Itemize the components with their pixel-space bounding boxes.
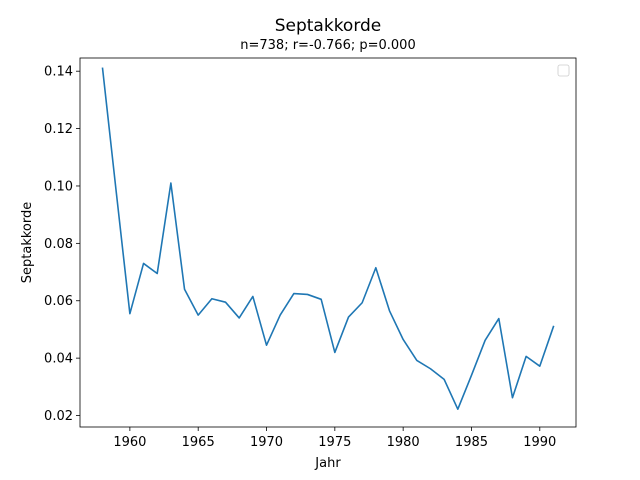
y-axis-label: Septakkorde	[20, 202, 35, 283]
y-tick-label: 0.06	[44, 294, 73, 309]
x-axis-label: Jahr	[314, 456, 341, 471]
plot-frame	[79, 57, 577, 428]
x-tick-label: 1980	[387, 435, 420, 450]
x-tick-label: 1965	[182, 435, 215, 450]
series-line	[101, 67, 555, 411]
y-tick-label: 0.10	[44, 179, 73, 194]
y-tick-label: 0.14	[44, 65, 73, 80]
chart-title: Septakkorde	[275, 16, 382, 36]
y-tick-label: 0.04	[44, 352, 73, 367]
x-tick-label: 1990	[523, 435, 556, 450]
legend-box	[557, 64, 570, 77]
x-tick-label: 1970	[250, 435, 283, 450]
y-tick-label: 0.08	[44, 237, 73, 252]
x-axis: 1960 1965 1970 1975 1980 1985 1990	[113, 427, 556, 450]
x-tick-label: 1985	[455, 435, 488, 450]
y-tick-label: 0.12	[44, 122, 73, 137]
series-layer	[101, 67, 555, 411]
x-tick-label: 1975	[318, 435, 351, 450]
x-tick-label: 1960	[113, 435, 146, 450]
y-tick-label: 0.02	[44, 409, 73, 424]
plot-area	[80, 58, 576, 427]
chart-subtitle: n=738; r=-0.766; p=0.000	[240, 38, 415, 53]
y-axis: 0.02 0.04 0.06 0.08 0.10 0.12 0.14	[44, 65, 80, 424]
